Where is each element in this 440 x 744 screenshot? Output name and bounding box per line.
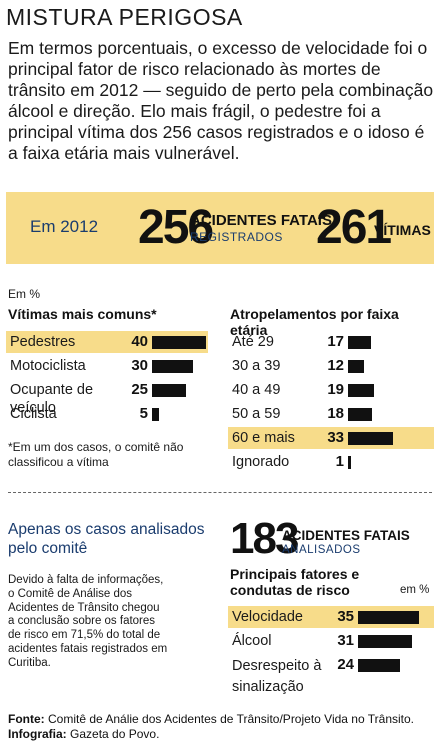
value-label-30-a-39: 12 bbox=[327, 357, 344, 374]
bar-label-50-a-59: 50 a 59 bbox=[232, 406, 281, 422]
bar-label-ignorado: Ignorado bbox=[232, 454, 290, 470]
analyzed-count: 183 bbox=[230, 514, 299, 563]
value-label-60-e-mais: 33 bbox=[327, 429, 344, 446]
unit-note: Em % bbox=[8, 287, 41, 301]
chart-age-groups: Atropelamentos por faixa etária Até 29 17 3… bbox=[222, 300, 440, 480]
value-label-ignorado: 1 bbox=[335, 453, 344, 470]
bar-50-a-59 bbox=[348, 408, 373, 421]
value-label-ciclista: 5 bbox=[139, 405, 148, 422]
footer: Fonte: Comitê de Análie dos Acidentes de… bbox=[8, 712, 438, 742]
bar-ocupante-de-veiculo bbox=[152, 384, 186, 397]
analyzed-count-label: ACIDENTES FATAIS bbox=[282, 528, 410, 543]
bar-label-velocidade: Velocidade bbox=[232, 609, 303, 625]
bar-ciclista bbox=[152, 408, 159, 421]
fatal-accidents-count: 256 bbox=[138, 201, 214, 254]
chart-victims: Vítimas mais comuns* Pedestres 40 Motocicli… bbox=[0, 300, 220, 440]
value-label-50-a-59: 18 bbox=[327, 405, 344, 422]
value-label-40-a-49: 19 bbox=[327, 381, 344, 398]
chart-title: Principais fatores e condutas de risco bbox=[230, 566, 360, 598]
bar-label-desrespeito-a-sinalizacao: Desrespeito à sinalização bbox=[232, 658, 322, 695]
page-title: MISTURA PERIGOSA bbox=[6, 4, 243, 30]
bar-desrespeito-a-sinalizacao bbox=[358, 659, 400, 672]
bar-alcool bbox=[358, 635, 413, 648]
analyzed-title: Apenas os casos analisados pelo comitê bbox=[8, 521, 205, 557]
bar-ignorado bbox=[348, 456, 351, 469]
source-text: Comitê de Análie dos Acidentes de Trânsi… bbox=[48, 712, 414, 726]
value-label-alcool: 31 bbox=[337, 632, 354, 649]
value-label-motociclista: 30 bbox=[131, 357, 148, 374]
chart-risk-factors: Principais fatores e condutas de risco Ve… bbox=[222, 560, 440, 700]
chart-title: Vítimas mais comuns* bbox=[8, 306, 157, 322]
value-label-ate-29: 17 bbox=[327, 333, 344, 350]
bar-label-30-a-39: 30 a 39 bbox=[232, 358, 281, 374]
fatal-accidents-sub: REGISTRADOS bbox=[190, 230, 283, 244]
divider bbox=[8, 492, 432, 493]
bar-label-ciclista: Ciclista bbox=[10, 406, 57, 422]
bar-label-motociclista: Motociclista bbox=[10, 358, 86, 374]
intro-text: Em termos porcentuais, o excesso de velo… bbox=[8, 38, 434, 163]
bar-label-alcool: Álcool bbox=[232, 633, 272, 649]
bar-label-ocupante-de-veiculo: Ocupante de veículo bbox=[10, 382, 94, 416]
value-label-ocupante-de-veiculo: 25 bbox=[131, 381, 148, 398]
value-label-pedestres: 40 bbox=[131, 333, 148, 350]
highlight-year: Em 2012 bbox=[30, 217, 99, 236]
bar-label-60-e-mais: 60 e mais bbox=[232, 430, 295, 446]
bar-30-a-39 bbox=[348, 360, 365, 373]
bar-label-40-a-49: 40 a 49 bbox=[232, 382, 281, 398]
credit-text: Gazeta do Povo. bbox=[70, 727, 160, 741]
credit-label: Infografia: bbox=[8, 727, 67, 741]
bar-60-e-mais bbox=[348, 432, 393, 445]
value-label-velocidade: 35 bbox=[337, 608, 354, 625]
bar-pedestres bbox=[152, 336, 206, 349]
source-label: Fonte: bbox=[8, 712, 45, 726]
value-label-desrespeito-a-sinalizacao: 24 bbox=[337, 656, 354, 673]
victims-label: VÍTIMAS bbox=[374, 222, 431, 238]
fatal-accidents-label: ACIDENTES FATAIS bbox=[190, 212, 332, 229]
victims-count: 261 bbox=[316, 201, 392, 254]
bar-label-pedestres: Pedestres bbox=[10, 334, 76, 350]
risk-unit: em % bbox=[400, 584, 430, 596]
footnote: *Em um dos casos, o comitê não classific… bbox=[8, 440, 184, 469]
analyzed-count-sub: ANALISADOS bbox=[282, 544, 361, 556]
chart-title: Atropelamentos por faixa etária bbox=[230, 306, 399, 338]
analyzed-body: Devido à falta de informações, o Comitê … bbox=[8, 574, 168, 669]
bar-motociclista bbox=[152, 360, 193, 373]
bar-label-ate-29: Até 29 bbox=[232, 334, 274, 350]
bar-40-a-49 bbox=[348, 384, 374, 397]
bar-velocidade bbox=[358, 611, 420, 624]
highlight-box: Em 2012 256 ACIDENTES FATAIS REGISTRADOS… bbox=[6, 192, 434, 264]
bar-ate-29 bbox=[348, 336, 371, 349]
